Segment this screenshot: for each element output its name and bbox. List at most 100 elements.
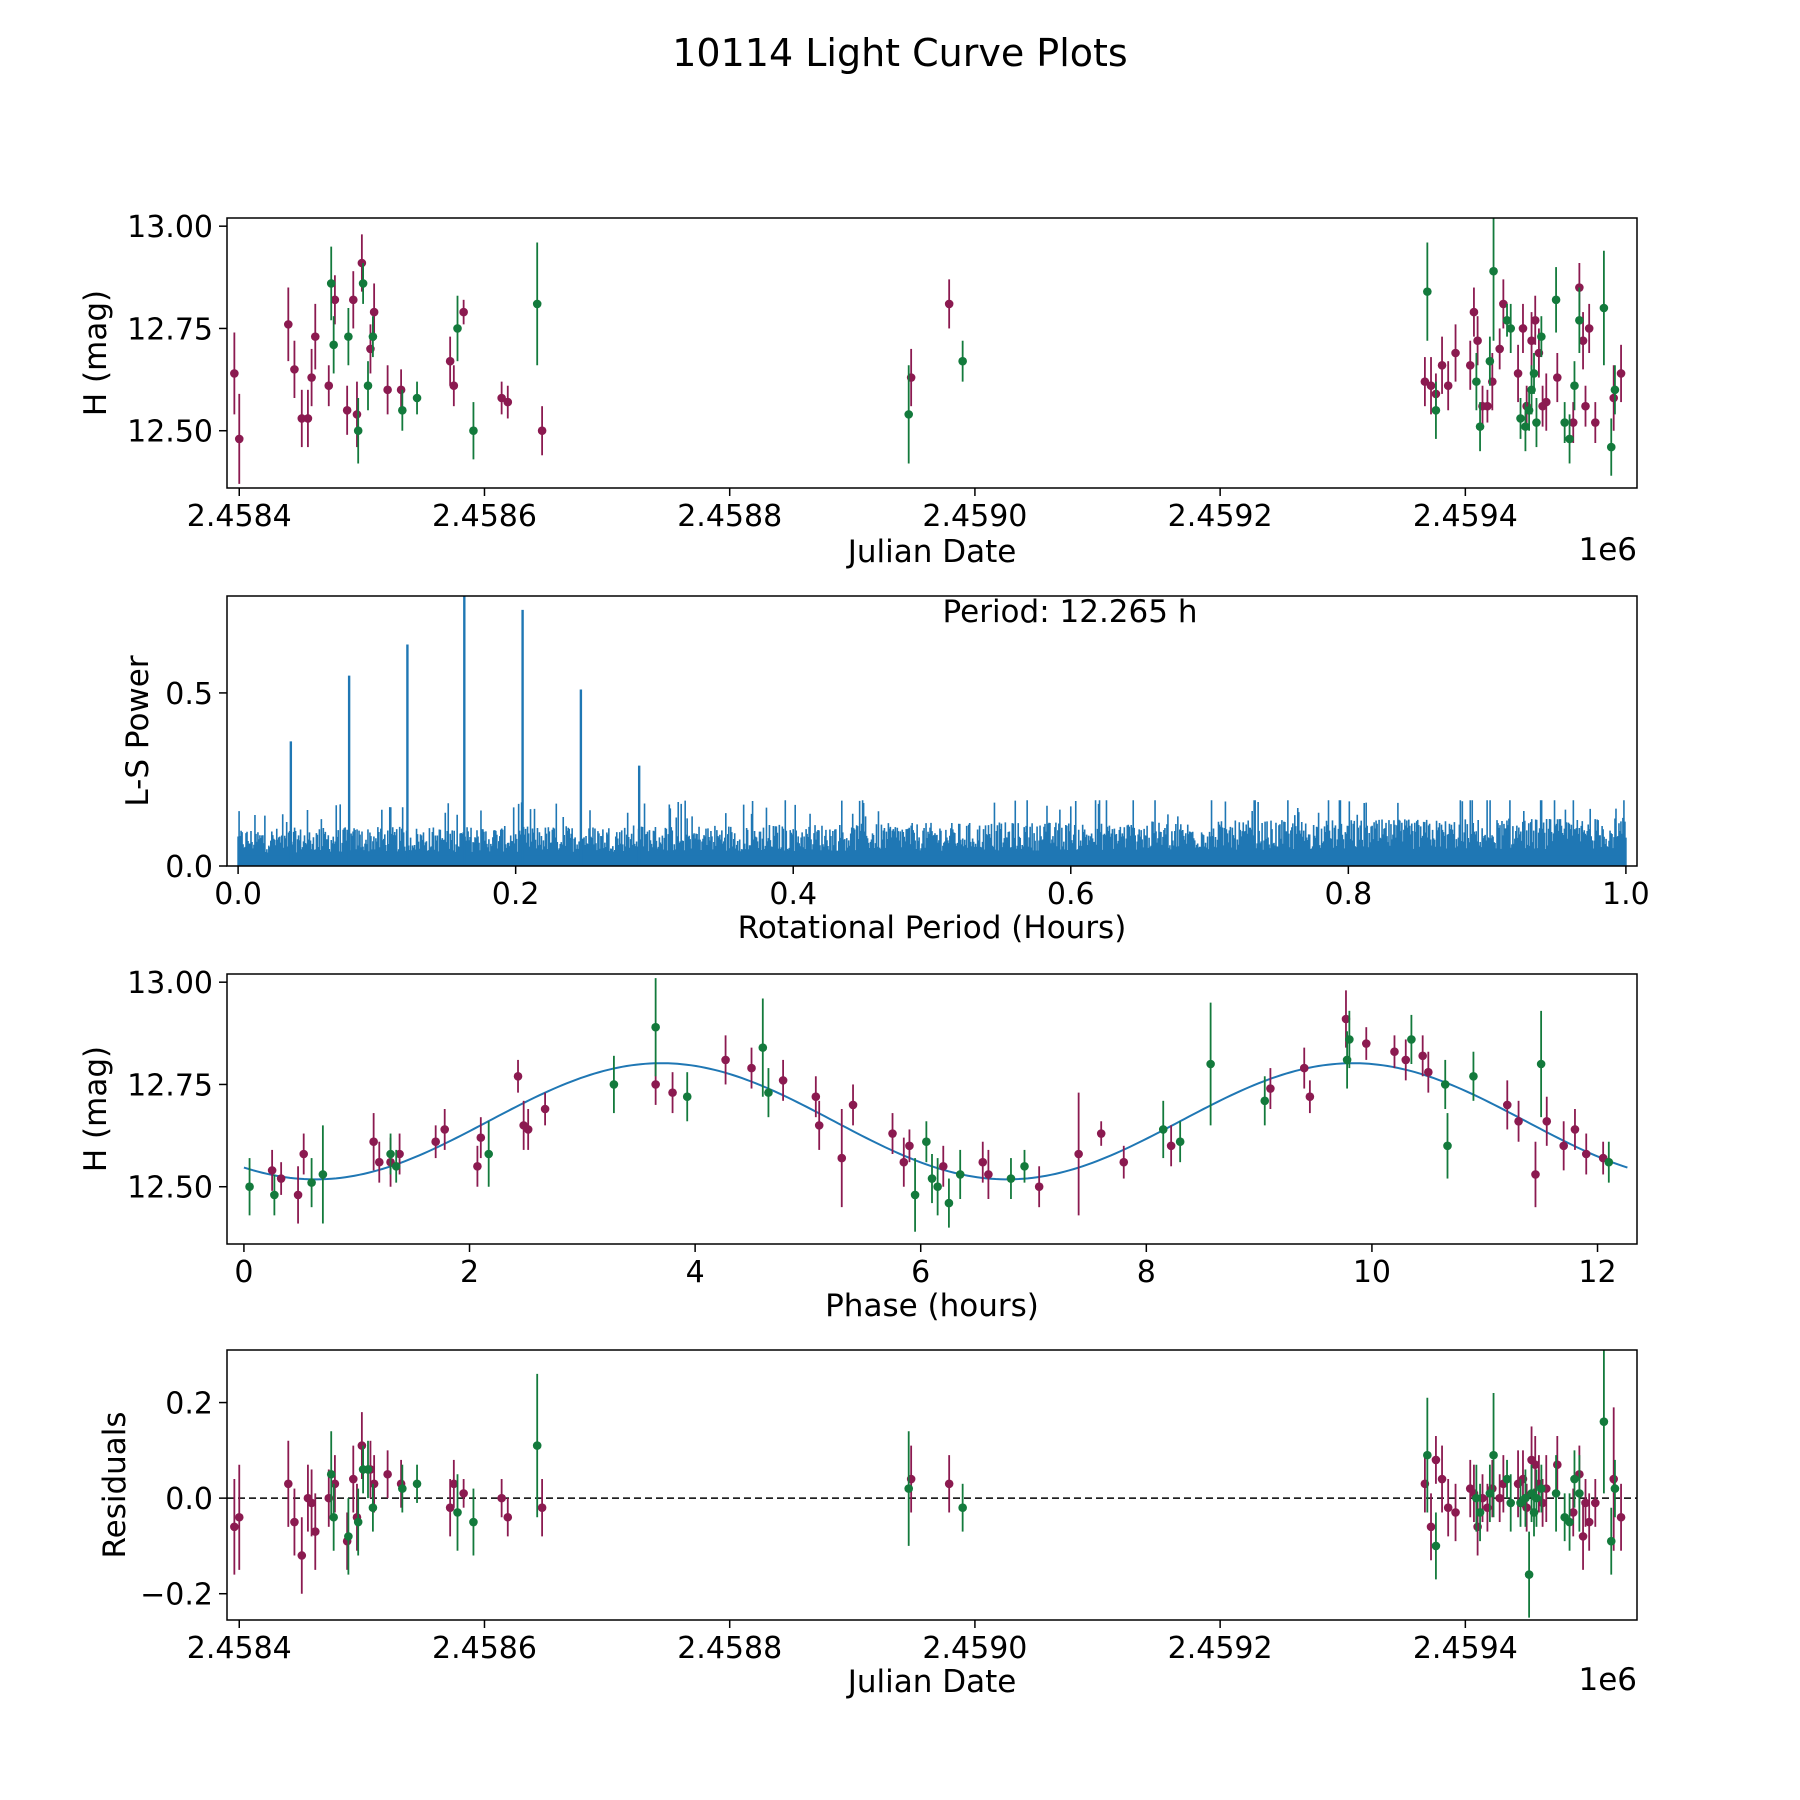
lightcurve-xtick-label: 2.4584: [187, 499, 292, 534]
phased-ytick-label: 13.00: [127, 966, 213, 1001]
lightcurve-green-point: [1611, 386, 1620, 395]
phased-axes-frame: [227, 974, 1637, 1244]
lightcurve-green-point: [1530, 369, 1539, 378]
residuals-green-point: [413, 1480, 422, 1489]
phased-xlabel: Phase (hours): [825, 1288, 1039, 1324]
lightcurve-maroon-point: [1609, 394, 1618, 403]
phased-maroon-point: [1582, 1150, 1591, 1159]
phased-green-point: [928, 1174, 937, 1183]
residuals-ylabel: Residuals: [97, 1411, 133, 1558]
periodogram-xtick-label: 0.2: [492, 877, 540, 912]
residuals-marks: [227, 1350, 1637, 1618]
lightcurve-maroon-point: [349, 296, 358, 305]
lightcurve-maroon-point: [383, 386, 392, 395]
residuals-ytick-label: 0.0: [165, 1482, 213, 1517]
residuals-green-point: [1570, 1475, 1579, 1484]
periodogram-plot-area: [238, 596, 1626, 866]
periodogram-ylabel: L-S Power: [120, 655, 156, 806]
phased-green-point: [270, 1191, 279, 1200]
phased-maroon-point: [1418, 1052, 1427, 1061]
lightcurve-ytick-label: 12.50: [127, 415, 213, 450]
lightcurve-green-point: [1575, 316, 1584, 325]
phased-maroon-point: [514, 1072, 523, 1081]
periodogram-xtick-label: 0.0: [214, 877, 262, 912]
phased-maroon-point: [1390, 1047, 1399, 1056]
phased-green-point: [1469, 1072, 1478, 1081]
phased-maroon-point: [1097, 1129, 1106, 1138]
residuals-maroon-point: [349, 1475, 358, 1484]
residuals-green-point: [344, 1532, 353, 1541]
phased-green-point: [922, 1137, 931, 1146]
lightcurve-maroon-point: [459, 308, 468, 317]
phased-green-point: [945, 1199, 954, 1208]
lightcurve-green-point: [1560, 418, 1569, 427]
residuals-green-point: [1565, 1518, 1574, 1527]
lightcurve-maroon-point: [370, 308, 379, 317]
phased-green-point: [307, 1178, 316, 1187]
residuals-green-point: [1423, 1451, 1432, 1460]
lightcurve-maroon-point: [1438, 361, 1447, 370]
lightcurve-maroon-point: [1617, 369, 1626, 378]
phased-ytick-label: 12.50: [127, 1171, 213, 1206]
phased-green-point: [651, 1023, 660, 1032]
lightcurve-green-point: [354, 426, 363, 435]
residuals-xtick-label: 2.4592: [1168, 1631, 1273, 1666]
residuals-xlabel: Julian Date: [846, 1664, 1017, 1700]
residuals-green-point: [1532, 1494, 1541, 1503]
residuals-maroon-point: [1591, 1499, 1600, 1508]
lightcurve-green-point: [1537, 332, 1546, 341]
residuals-maroon-point: [497, 1494, 506, 1503]
phased-panel: 0 2 4 6 8 10 1212.5012.7513.00 Phase (hours) H…: [78, 966, 1637, 1324]
residuals-green-point: [1552, 1489, 1561, 1498]
residuals-maroon-point: [1432, 1456, 1441, 1465]
lightcurve-green-point: [1486, 357, 1495, 366]
phased-maroon-point: [815, 1121, 824, 1130]
lightcurve-green-point: [533, 300, 542, 309]
phased-xtick-label: 12: [1578, 1255, 1616, 1290]
residuals-x-offset: 1e6: [1578, 1662, 1637, 1698]
residuals-green-point: [1476, 1508, 1485, 1517]
lightcurve-xlabel: Julian Date: [846, 534, 1017, 570]
phased-ticks: 0 2 4 6 8 10 1212.5012.7513.00: [127, 966, 1617, 1290]
lightcurve-green-point: [453, 324, 462, 333]
lightcurve-maroon-point: [1495, 345, 1504, 354]
phased-maroon-point: [888, 1129, 897, 1138]
phased-maroon-point: [721, 1056, 730, 1065]
lightcurve-maroon-point: [538, 426, 547, 435]
phased-maroon-point: [1503, 1101, 1512, 1110]
lightcurve-maroon-point: [304, 414, 313, 423]
lightcurve-maroon-point: [358, 259, 367, 268]
residuals-green-point: [469, 1518, 478, 1527]
phased-xtick-label: 8: [1137, 1255, 1156, 1290]
phased-xtick-label: 4: [686, 1255, 705, 1290]
lightcurve-maroon-point: [1473, 336, 1482, 345]
phased-plot-area: [244, 978, 1627, 1232]
residuals-maroon-point: [358, 1441, 367, 1450]
lightcurve-maroon-point: [1519, 324, 1528, 333]
lightcurve-green-point: [1472, 377, 1481, 386]
phased-maroon-point: [1424, 1068, 1433, 1077]
phased-marks: [244, 978, 1627, 1232]
residuals-xtick-label: 2.4584: [187, 1631, 292, 1666]
phased-maroon-point: [1266, 1084, 1275, 1093]
residuals-green-point: [1489, 1451, 1498, 1460]
residuals-green-point: [1506, 1499, 1515, 1508]
lightcurve-green-point: [344, 332, 353, 341]
phased-green-point: [1345, 1035, 1354, 1044]
phased-green-point: [1007, 1174, 1016, 1183]
residuals-green-point: [453, 1508, 462, 1517]
phased-maroon-point: [1300, 1064, 1309, 1073]
lightcurve-panel: 2.4584 2.4586 2.4588 2.4590 2.4592 2.459412.5…: [78, 202, 1637, 570]
phased-maroon-point: [812, 1092, 821, 1101]
phased-maroon-point: [1306, 1092, 1315, 1101]
periodogram-xtick-label: 0.4: [769, 877, 817, 912]
phased-maroon-point: [1559, 1142, 1568, 1151]
residuals-maroon-point: [284, 1480, 293, 1489]
phased-green-point: [956, 1170, 965, 1179]
residuals-maroon-point: [459, 1489, 468, 1498]
lightcurve-green-point: [1552, 296, 1561, 305]
phased-maroon-point: [524, 1125, 533, 1134]
residuals-green-point: [1432, 1542, 1441, 1551]
residuals-green-point: [327, 1470, 336, 1479]
lightcurve-green-point: [398, 406, 407, 415]
